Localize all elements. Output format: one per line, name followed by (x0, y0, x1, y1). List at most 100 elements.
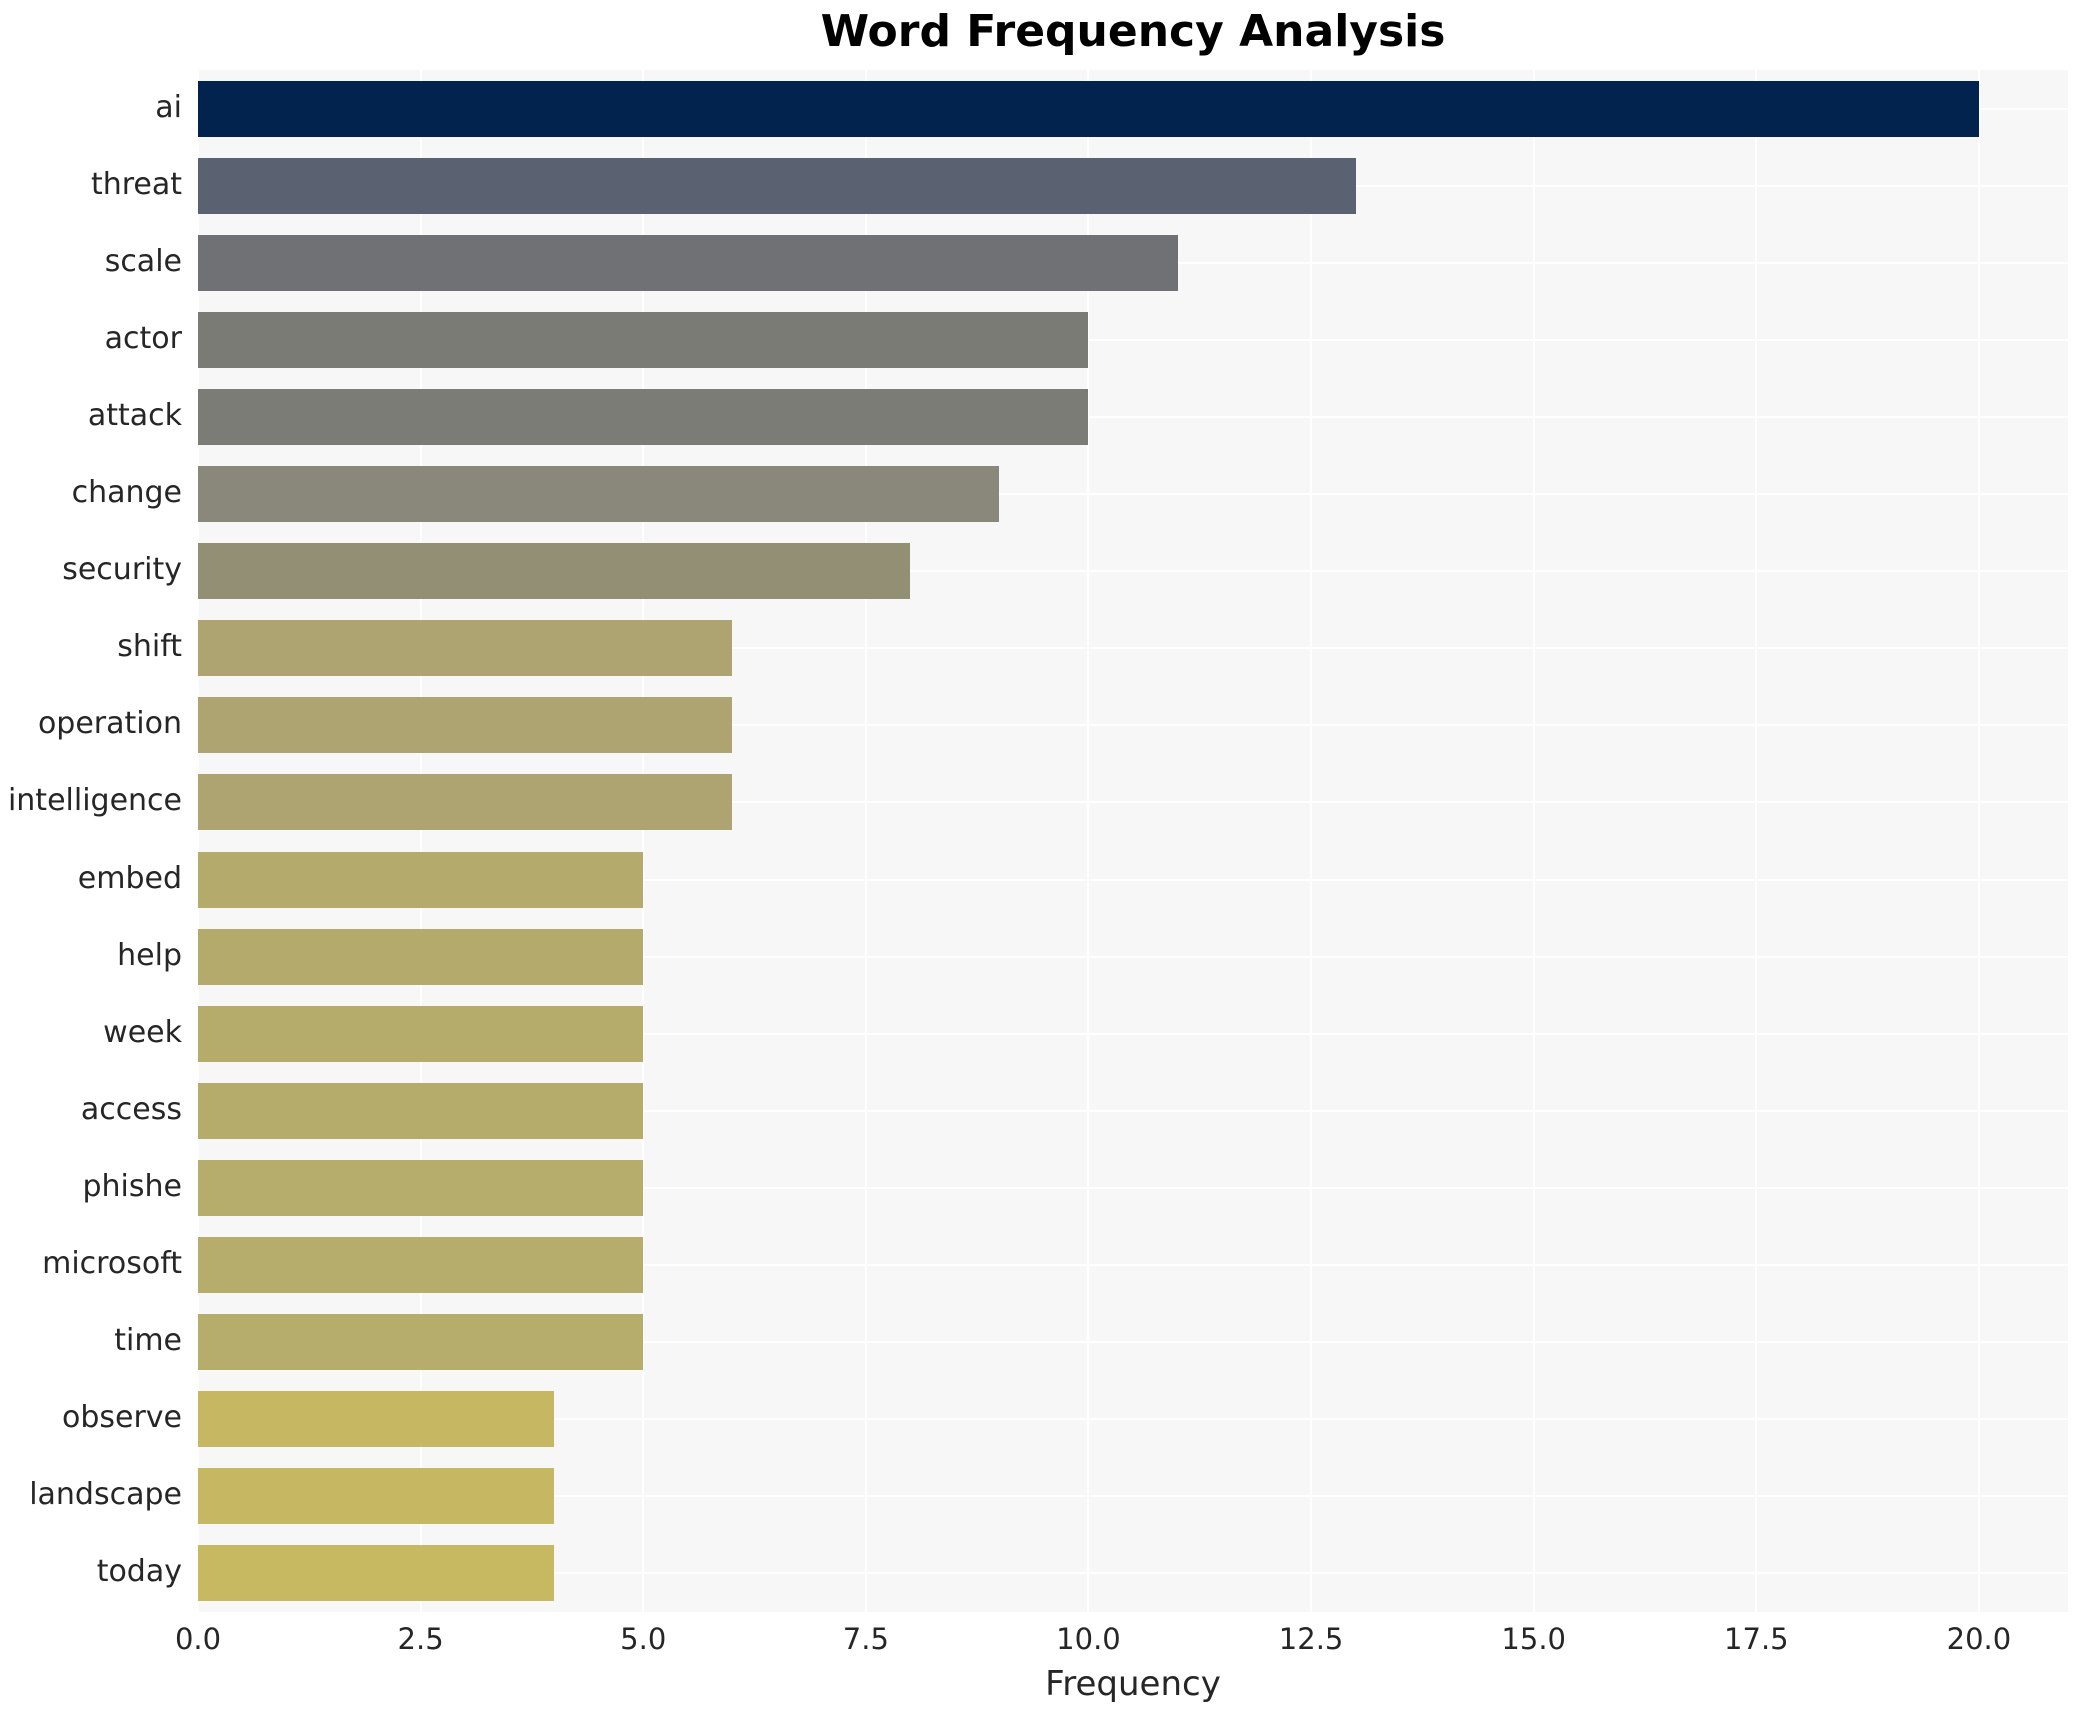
h-gridline (198, 647, 2068, 650)
v-gridline (1310, 70, 1313, 1612)
bar-label: ai (155, 89, 182, 125)
h-gridline (198, 724, 2068, 727)
bar-rect (198, 234, 1178, 291)
bar-row: week (103, 995, 2068, 1072)
bar-rect (198, 1545, 555, 1602)
bar-row: access (81, 1072, 2068, 1149)
bar-row: threat (91, 147, 2068, 224)
bar-label: intelligence (7, 783, 182, 819)
h-gridline (198, 878, 2068, 881)
chart-title: Word Frequency Analysis (820, 6, 1446, 57)
bar-row: shift (117, 610, 2068, 687)
bar-label: operation (37, 706, 182, 742)
x-tick-label: 20.0 (1946, 1622, 2012, 1656)
bar-label: scale (104, 243, 182, 279)
x-tick-label: 10.0 (1056, 1622, 1121, 1656)
bar-row: landscape (29, 1458, 2068, 1535)
bar-rect (198, 1237, 644, 1294)
bar-rect (198, 1391, 555, 1448)
bar-rect (198, 1159, 644, 1216)
bar-rect (198, 774, 733, 831)
bar-rect (198, 388, 1089, 445)
h-gridline (198, 801, 2068, 804)
h-gridline (198, 955, 2068, 958)
bar-row: microsoft (42, 1227, 2068, 1304)
x-tick-label: 12.5 (1278, 1622, 1344, 1656)
bar-row: attack (88, 378, 2068, 455)
v-gridline (864, 70, 867, 1612)
bar-rect (198, 157, 1356, 214)
h-gridline (198, 338, 2068, 341)
x-axis: 0.0 2.5 5.0 7.5 10.0 12.5 15.0 17.5 20.0 (175, 1622, 2068, 1662)
h-gridline (198, 1572, 2068, 1575)
bar-row: operation (38, 687, 2068, 764)
bar-label: help (117, 937, 182, 973)
h-gridline (198, 1495, 2068, 1498)
x-tick-label: 2.5 (397, 1622, 444, 1656)
bar-row: change (72, 456, 2068, 533)
h-gridline (198, 493, 2068, 496)
v-gridline (1532, 70, 1535, 1612)
bar-label: time (114, 1322, 182, 1358)
h-gridline (198, 1341, 2068, 1344)
bar-row: intelligence (8, 764, 2068, 841)
bar-label: attack (87, 397, 182, 433)
bar-row: today (97, 1535, 2068, 1612)
x-axis-label: Frequency (1045, 1664, 1221, 1704)
h-gridline (198, 1418, 2068, 1421)
bar-row: help (117, 918, 2068, 995)
bar-label: landscape (29, 1477, 182, 1513)
bar-row: scale (105, 224, 2068, 301)
v-gridline (642, 70, 645, 1612)
bar-row: actor (105, 301, 2068, 378)
v-gridline (1087, 70, 1090, 1612)
bar-row: ai (155, 70, 2068, 147)
bar-rect (198, 1082, 644, 1139)
bar-rect (198, 697, 733, 754)
h-gridline (198, 415, 2068, 418)
bar-rect (198, 851, 644, 908)
bar-row: embed (78, 841, 2068, 918)
v-gridline (419, 70, 422, 1612)
bar-rect (198, 1005, 644, 1062)
bar-label: security (62, 551, 182, 587)
h-gridline (198, 570, 2068, 573)
x-tick-label: 0.0 (174, 1622, 222, 1656)
bar-label: week (103, 1014, 182, 1050)
h-gridline (198, 1264, 2068, 1267)
v-gridline (1755, 70, 1758, 1612)
bar-rect (198, 80, 1979, 137)
x-tick-label: 15.0 (1501, 1622, 1566, 1656)
bar-row: observe (62, 1381, 2068, 1458)
bar-row: security (62, 533, 2068, 610)
bar-row: phishe (83, 1149, 2068, 1226)
v-gridline (197, 70, 199, 1612)
h-gridline (198, 1032, 2068, 1035)
bar-row: time (114, 1304, 2068, 1381)
bar-rect (198, 620, 733, 677)
h-gridline (198, 1109, 2068, 1112)
bar-label: change (71, 474, 182, 510)
bar-rect (198, 543, 911, 600)
bar-label: microsoft (42, 1245, 182, 1281)
bar-rect (198, 1314, 644, 1371)
h-gridline (198, 1186, 2068, 1189)
bar-rect (198, 928, 644, 985)
bar-rect (198, 311, 1089, 368)
bar-label: threat (90, 166, 182, 202)
plot-area: ai threat scale actor attack change security sh… (8, 70, 2068, 1612)
v-gridline (1977, 70, 1980, 1612)
bar-rows: ai threat scale actor attack change security sh… (8, 70, 2068, 1612)
bar-label: observe (61, 1400, 182, 1436)
bar-label: actor (104, 320, 182, 356)
x-tick-label: 7.5 (842, 1622, 889, 1656)
bar-rect (198, 466, 1000, 523)
bar-label: embed (77, 860, 182, 896)
bar-label: access (80, 1091, 182, 1127)
bar-rect (198, 1468, 555, 1525)
bar-label: shift (117, 629, 182, 665)
x-tick-label: 17.5 (1724, 1622, 1789, 1656)
bar-label: today (96, 1554, 182, 1590)
x-tick-label: 5.0 (620, 1622, 667, 1656)
